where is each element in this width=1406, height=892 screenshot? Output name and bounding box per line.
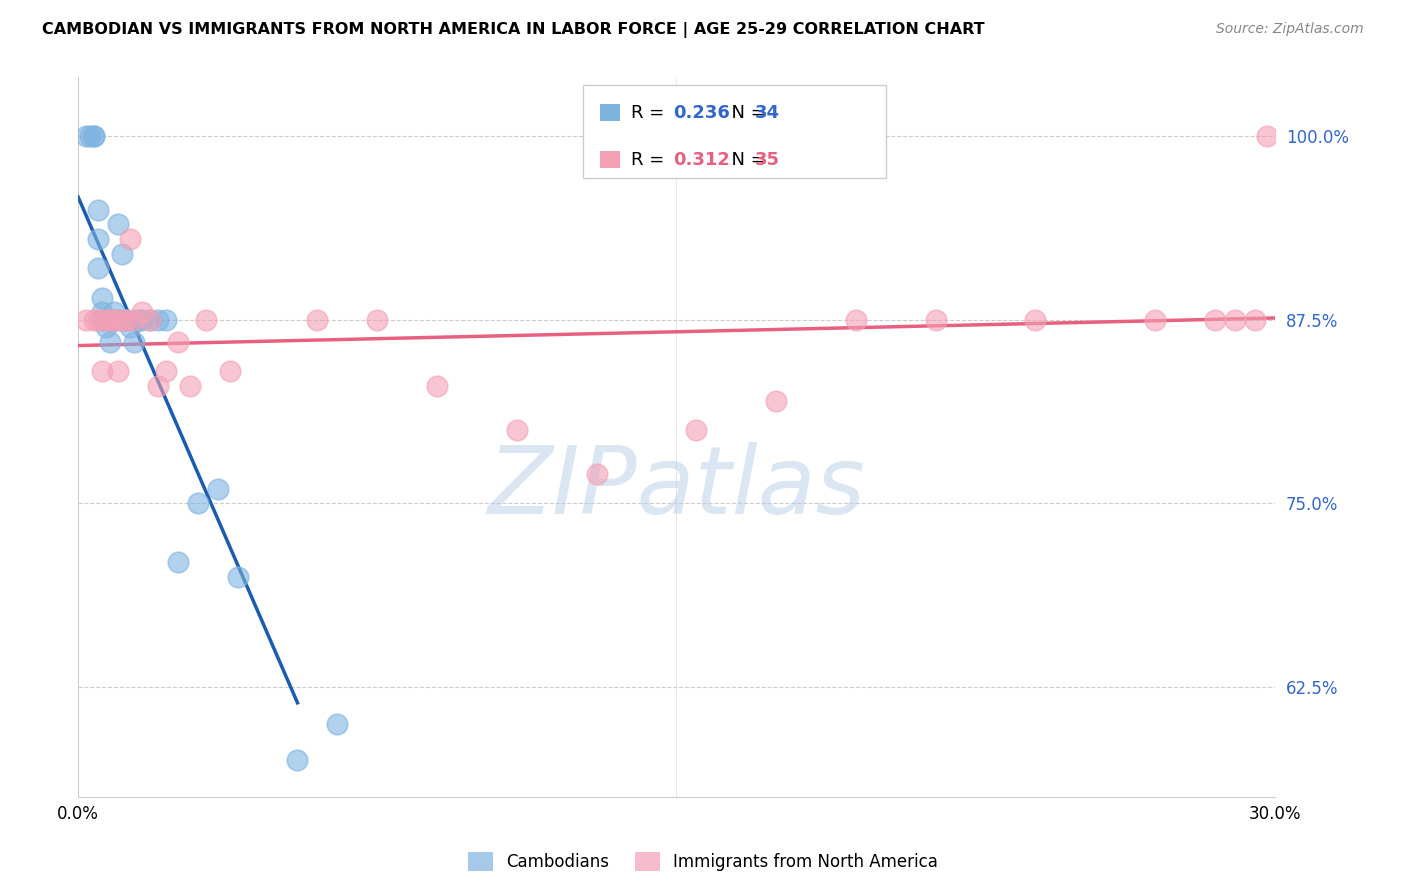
Point [287,753,309,767]
Point [146,313,169,327]
Point [94,320,117,334]
Point [166,334,188,349]
Point [98,313,121,327]
Point [94,313,117,327]
Point [146,379,169,393]
Point [1024,313,1046,327]
Point [131,313,153,327]
Text: 34: 34 [755,103,780,122]
Point [94,313,117,327]
Point [107,313,129,327]
Text: Source: ZipAtlas.com: Source: ZipAtlas.com [1216,22,1364,37]
Point [131,305,153,319]
Point [122,313,145,327]
Point [91,305,114,319]
Point [127,313,149,327]
Point [1256,129,1278,144]
Point [107,217,129,231]
Text: N =: N = [720,103,772,122]
Point [366,313,388,327]
Legend: Cambodians, Immigrants from North America: Cambodians, Immigrants from North Americ… [460,843,946,880]
Text: N =: N = [720,151,772,169]
Point [83,129,105,144]
Text: ZIPatlas: ZIPatlas [488,442,865,533]
Point [924,313,946,327]
Point [87,261,110,276]
Point [1204,313,1226,327]
Point [115,313,138,327]
Point [107,364,129,378]
Point [103,313,125,327]
Point [91,364,114,378]
Point [87,313,110,327]
Point [75,313,97,327]
Point [506,423,529,437]
Point [307,313,329,327]
Text: 35: 35 [755,151,780,169]
Text: 0.236: 0.236 [673,103,730,122]
Point [765,393,787,408]
Point [155,313,177,327]
Point [194,313,217,327]
Point [122,334,145,349]
Point [226,570,249,584]
Point [91,313,114,327]
Point [1243,313,1265,327]
Point [103,313,125,327]
Point [75,129,97,144]
Point [139,313,162,327]
Point [426,379,449,393]
Point [91,291,114,305]
Point [845,313,868,327]
Point [98,313,121,327]
Point [111,313,134,327]
Point [118,320,141,334]
Point [98,334,121,349]
Point [103,305,125,319]
Point [87,232,110,246]
Text: R =: R = [631,151,671,169]
Point [218,364,240,378]
Point [1144,313,1167,327]
Point [1223,313,1246,327]
Point [115,313,138,327]
Point [179,379,201,393]
Point [115,313,138,327]
Point [83,313,105,327]
Point [166,555,188,569]
Point [87,202,110,217]
Point [326,716,349,731]
Point [207,482,229,496]
Point [685,423,707,437]
Point [585,467,607,481]
Point [111,246,134,260]
Text: 0.312: 0.312 [673,151,730,169]
Point [155,364,177,378]
Point [118,232,141,246]
Point [79,129,101,144]
Point [83,129,105,144]
Text: R =: R = [631,103,671,122]
Point [139,313,162,327]
Text: CAMBODIAN VS IMMIGRANTS FROM NORTH AMERICA IN LABOR FORCE | AGE 25-29 CORRELATIO: CAMBODIAN VS IMMIGRANTS FROM NORTH AMERI… [42,22,984,38]
Point [187,496,209,510]
